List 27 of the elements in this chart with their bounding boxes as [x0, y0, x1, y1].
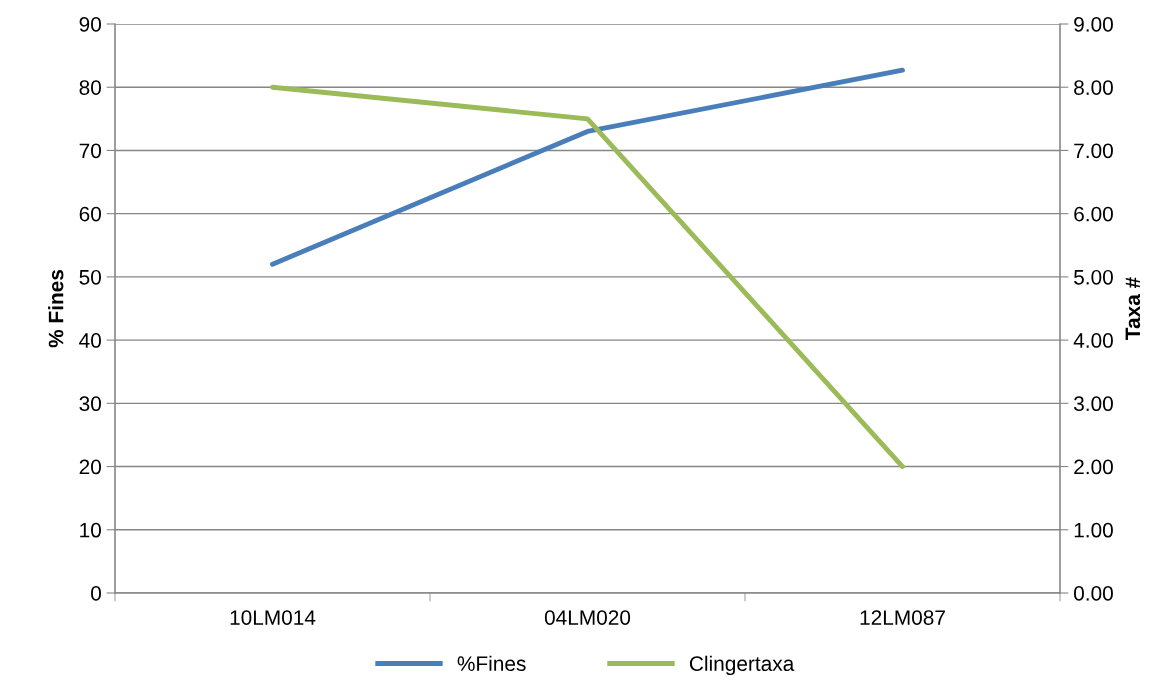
y-tick-label: 50 [79, 269, 101, 285]
y2-tick-label: 6.00 [1074, 206, 1113, 222]
y2-tick-label: 7.00 [1074, 143, 1113, 159]
legend-label: Clingertaxa [689, 655, 795, 676]
y-tick-label: 90 [79, 17, 101, 32]
x-tick-label: 04LM020 [544, 610, 631, 625]
y-tick-label: 70 [79, 143, 101, 159]
y2-tick-label: 3.00 [1073, 396, 1113, 412]
legend-label: %Fines [457, 655, 526, 671]
x-tick-label: 12LM087 [860, 610, 945, 625]
y-tick-label: 40 [79, 333, 101, 348]
y-tick-label: 30 [79, 396, 101, 412]
y-tick-label: 20 [79, 459, 101, 475]
y2-tick-label: 2.00 [1074, 459, 1113, 475]
y2-tick-label: 4.00 [1073, 333, 1113, 348]
x-tick-label: 10LM014 [230, 610, 316, 625]
y2-tick-label: 8.00 [1074, 80, 1113, 95]
y-tick-label: 80 [79, 80, 101, 95]
y2-tick-label: 0.00 [1074, 586, 1113, 601]
y2-axis-title: Taxa # [1125, 277, 1141, 340]
y2-tick-label: 1.00 [1074, 522, 1113, 538]
y2-tick-label: 5.00 [1074, 269, 1113, 285]
y-axis-title: % Fines [48, 269, 64, 348]
y-tick-label: 60 [79, 206, 101, 222]
y-tick-label: 10 [80, 522, 101, 538]
y2-tick-label: 9.00 [1074, 17, 1113, 32]
y-tick-label: 0 [91, 586, 101, 601]
